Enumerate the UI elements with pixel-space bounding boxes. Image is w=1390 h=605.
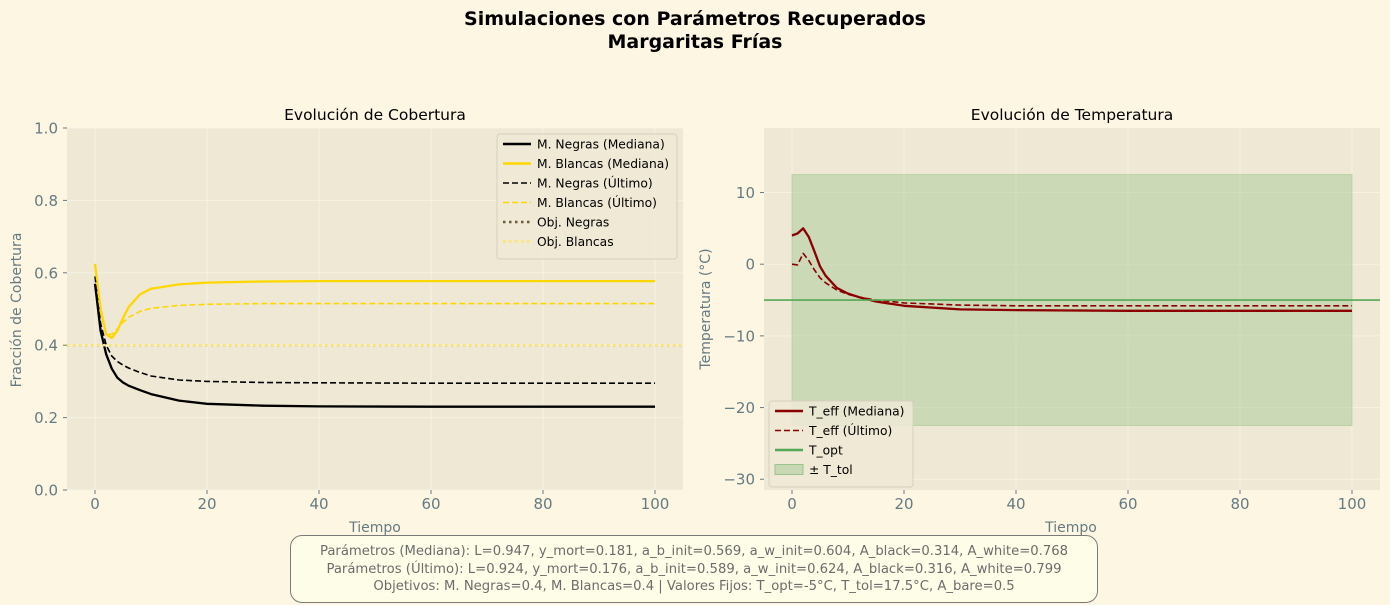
legend-label: ± T_tol	[809, 463, 853, 477]
chart-2: 0 20 40 60 80 100 −30 −20 −10 0 10 Evolución de Tem…	[698, 106, 1380, 536]
y-tick-label: 10	[736, 184, 755, 202]
y-tick-label: 0.8	[34, 192, 58, 210]
x-tick-label: 0	[90, 495, 100, 513]
legend-swatch	[774, 464, 804, 475]
y-tick-label: 0.4	[34, 337, 58, 355]
info-line-last-params: Parámetros (Último): L=0.924, y_mort=0.1…	[326, 561, 1062, 577]
x-tick-label: 80	[533, 495, 552, 513]
legend-label: M. Negras (Mediana)	[537, 138, 665, 152]
legend-label: M. Blancas (Mediana)	[537, 157, 669, 171]
x-tick-label: 80	[1230, 495, 1249, 513]
y-tick-label: 0.0	[34, 482, 58, 500]
x-tick-label: 20	[894, 495, 913, 513]
y-tick-label: 0	[745, 256, 755, 274]
legend-box	[496, 133, 678, 260]
y-tick-label: −30	[723, 471, 755, 489]
x-tick-label: 100	[1338, 495, 1367, 513]
legend-label: M. Blancas (Último)	[537, 195, 657, 210]
y-tick-label: 0.2	[34, 409, 58, 427]
legend-box	[768, 400, 914, 488]
info-line-objectives: Objetivos: M. Negras=0.4, M. Blancas=0.4…	[373, 579, 1015, 594]
legend-label: Obj. Negras	[537, 216, 609, 230]
chart-1: 0 20 40 60 80 100 0.0 0.2 0.4 0.6 0.8 1.0 Evolución …	[9, 106, 683, 536]
series-line-1	[791, 227, 1352, 312]
legend-label: T_eff (Último)	[808, 423, 892, 438]
legend-label: Obj. Blancas	[537, 235, 614, 249]
x-tick-label: 20	[197, 495, 216, 513]
legend-label: T_opt	[808, 444, 843, 458]
x-tick-label: 0	[787, 495, 797, 513]
info-line-median-params: Parámetros (Mediana): L=0.947, y_mort=0.…	[319, 544, 1069, 559]
x-axis-label: Tiempo	[348, 520, 401, 536]
chart-title: Evolución de Temperatura	[971, 106, 1173, 124]
y-tick-label: 1.0	[34, 120, 58, 138]
y-axis-label: Fracción de Cobertura	[9, 233, 25, 388]
x-tick-label: 60	[1118, 495, 1137, 513]
y-axis-label: Temperatura (°C)	[698, 248, 714, 370]
legend-2: T_eff (Mediana) T_eff (Último) T_opt ± T_to…	[768, 400, 914, 488]
series-line-1	[93, 283, 655, 408]
figure-title-line2: Margaritas Frías	[607, 31, 783, 53]
figure-title-line1: Simulaciones con Parámetros Recuperados	[464, 8, 926, 30]
x-tick-label: 60	[421, 495, 440, 513]
series-line-4	[94, 265, 655, 336]
y-tick-label: −20	[723, 399, 755, 417]
parameters-info-box: Parámetros (Mediana): L=0.947, y_mort=0.…	[290, 535, 1098, 603]
y-tick-label: −10	[723, 327, 755, 345]
x-axis-label: Tiempo	[1044, 520, 1097, 536]
legend-1: M. Negras (Mediana) M. Blancas (Mediana) M…	[496, 133, 678, 260]
y-tick-label: 0.6	[34, 264, 58, 282]
series-line-2	[93, 263, 655, 340]
legend-label: M. Negras (Último)	[537, 176, 653, 191]
legend-label: T_eff (Mediana)	[808, 405, 904, 419]
chart-title: Evolución de Cobertura	[284, 106, 466, 124]
series-line-3	[94, 276, 655, 385]
x-tick-label: 100	[641, 495, 670, 513]
x-tick-label: 40	[309, 495, 328, 513]
x-tick-label: 40	[1006, 495, 1025, 513]
